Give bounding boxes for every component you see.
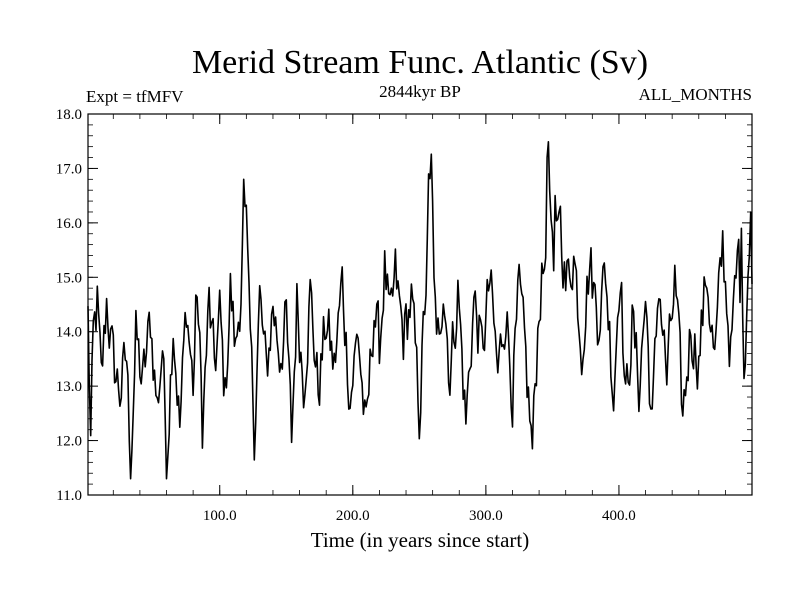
experiment-label: Expt = tfMFV	[86, 87, 184, 106]
y-tick-label: 12.0	[56, 434, 82, 450]
y-tick-label: 18.0	[56, 107, 82, 123]
x-tick-label: 100.0	[203, 508, 237, 524]
x-tick-label: 400.0	[602, 508, 636, 524]
y-tick-label: 13.0	[56, 379, 82, 395]
x-axis-label: Time (in years since start)	[311, 528, 530, 552]
x-tick-label: 300.0	[469, 508, 503, 524]
y-tick-label: 15.0	[56, 270, 82, 286]
x-axis: 100.0 200.0 300.0 400.0	[112, 114, 726, 524]
period-label: 2844kyr BP	[379, 82, 461, 101]
chart-title: Merid Stream Func. Atlantic (Sv)	[192, 44, 648, 81]
y-tick-label: 11.0	[56, 488, 82, 504]
y-tick-label: 17.0	[56, 161, 82, 177]
y-axis: 11.0 12.0 13.0 14.0 15.0 16.0 17.0 18.0	[56, 107, 752, 504]
y-tick-label: 16.0	[56, 216, 82, 232]
x-tick-label: 200.0	[336, 508, 370, 524]
months-label: ALL_MONTHS	[639, 85, 752, 104]
y-tick-label: 14.0	[56, 325, 82, 341]
data-series-line	[87, 141, 753, 480]
plot-frame	[87, 113, 753, 496]
